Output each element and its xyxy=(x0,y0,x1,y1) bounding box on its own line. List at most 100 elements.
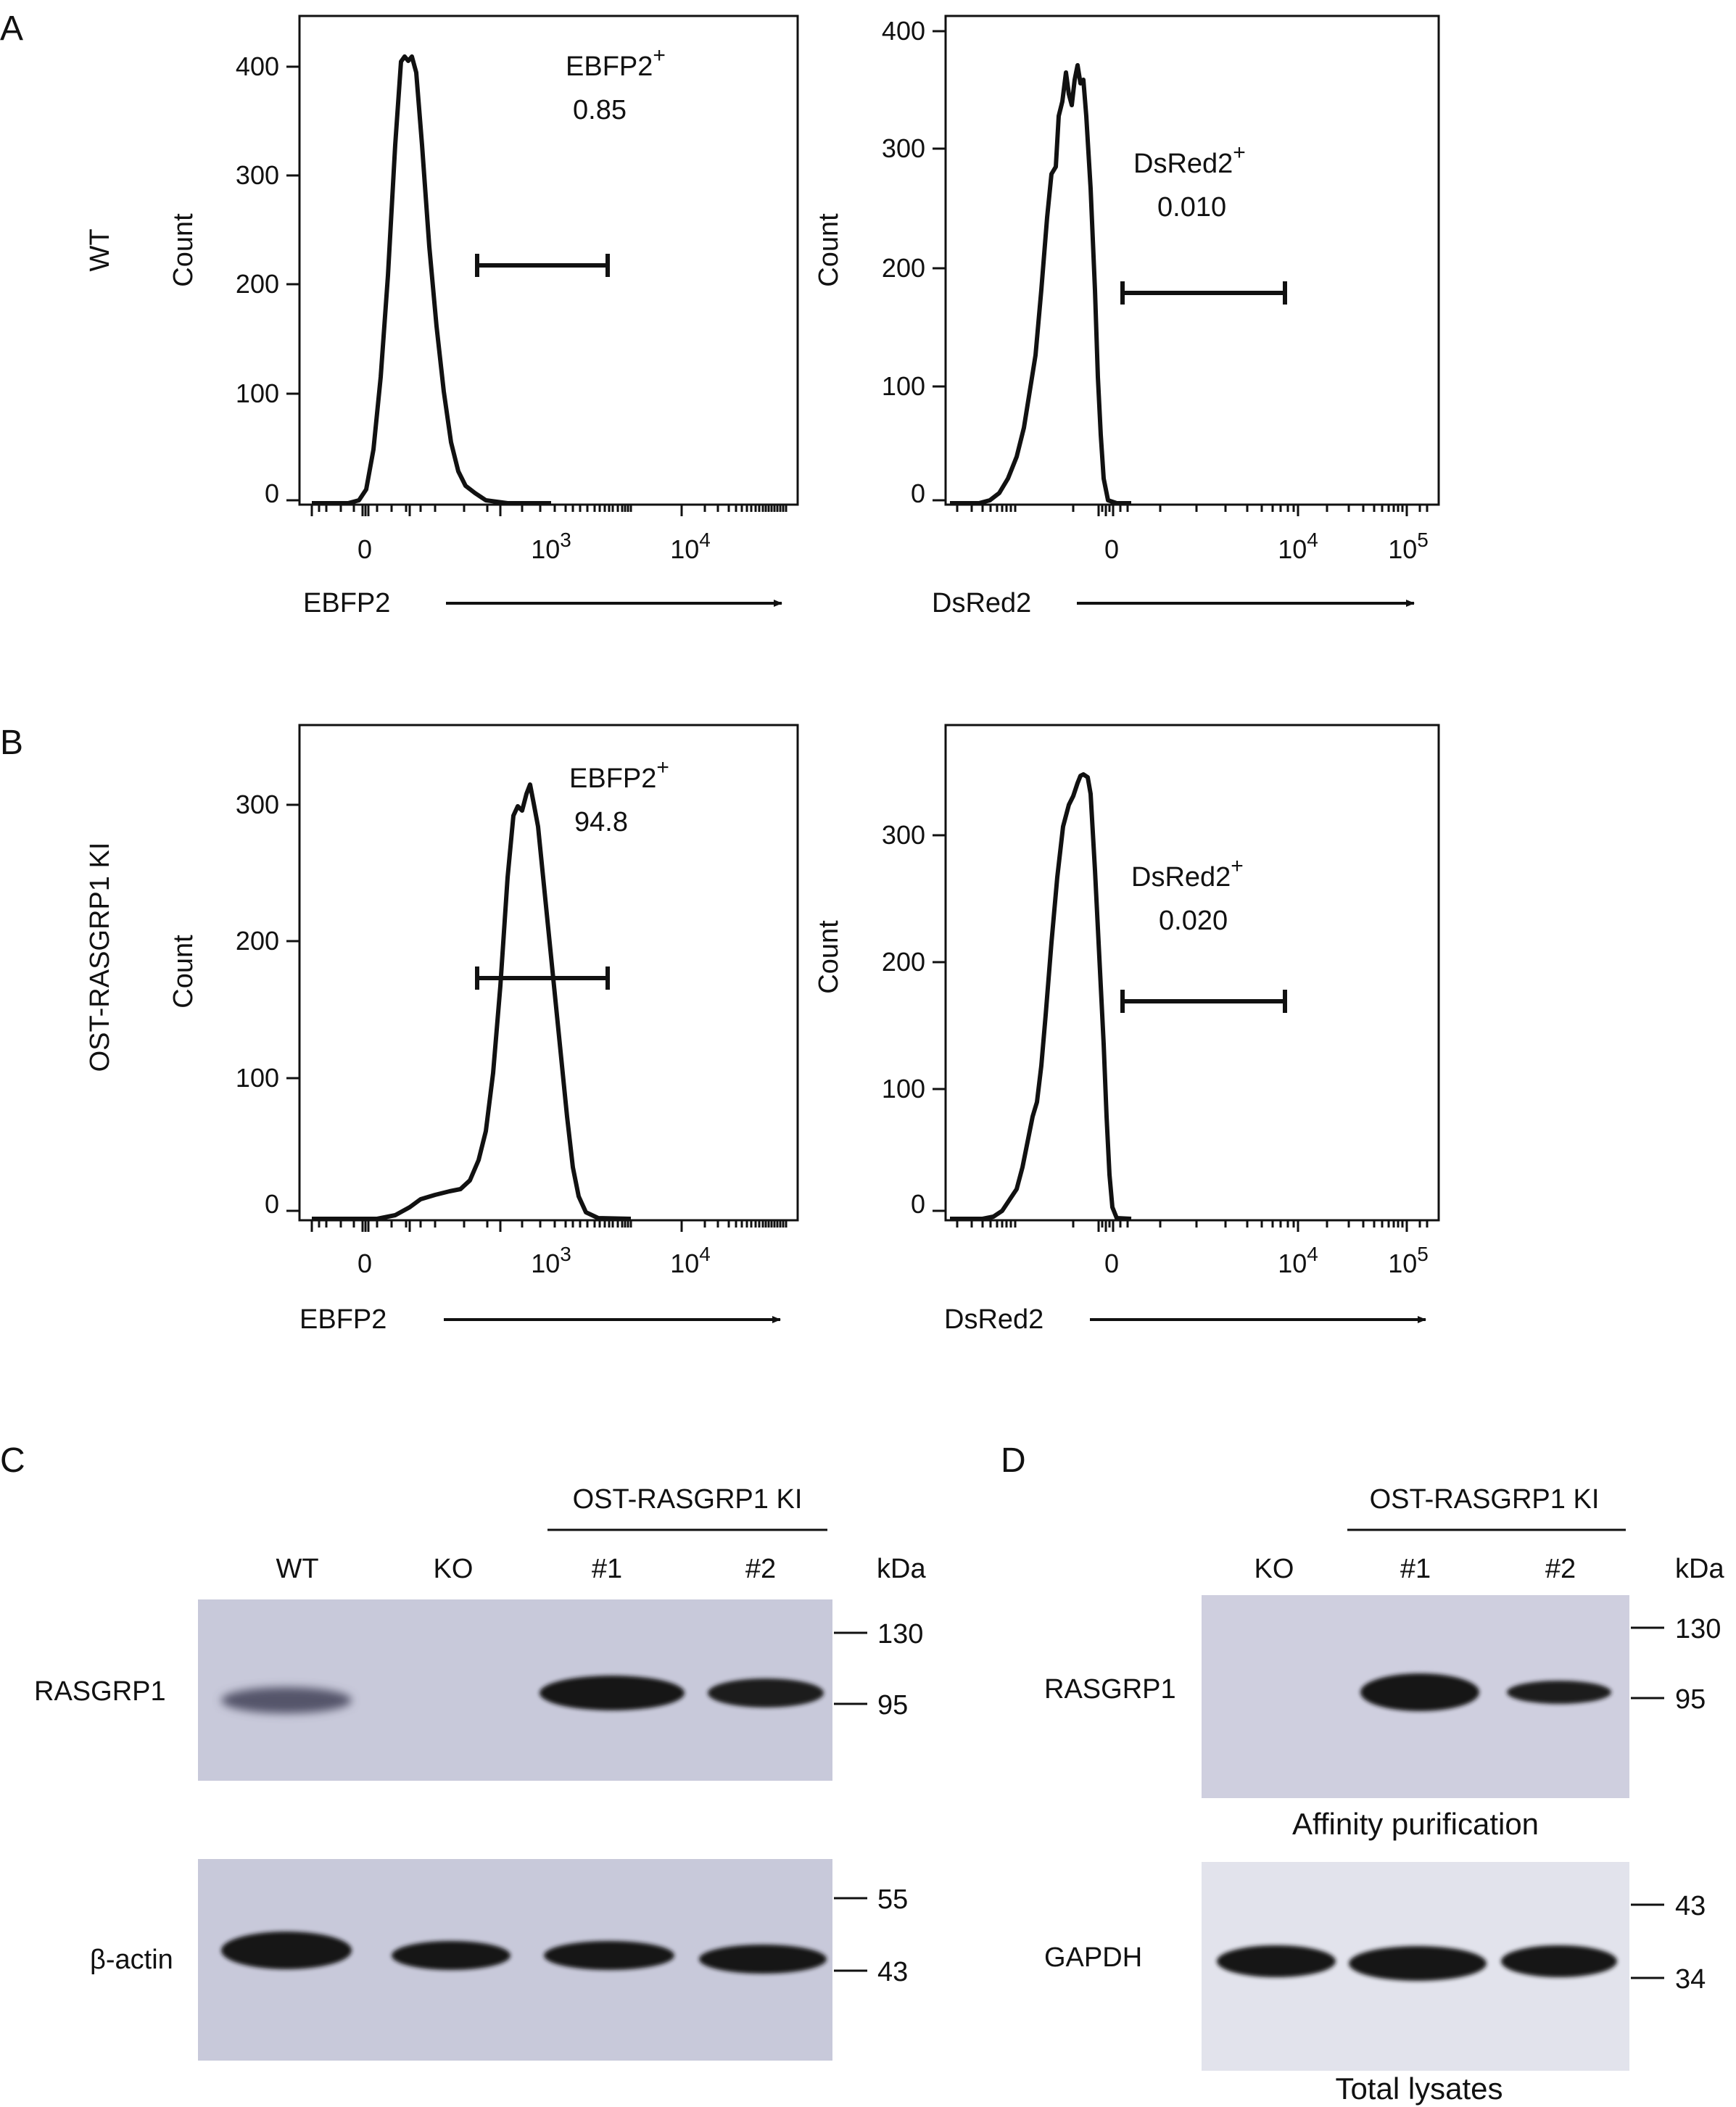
gate-name: DsRed2+ xyxy=(1133,141,1246,179)
lane-label: KO xyxy=(434,1554,474,1584)
membrane-caption: Total lysates xyxy=(1335,2071,1503,2106)
band-ki-1 xyxy=(540,1676,685,1710)
lane-label: #1 xyxy=(592,1554,622,1584)
gate-name: EBFP2+ xyxy=(566,44,666,82)
y-axis-title: Count xyxy=(814,213,844,287)
protein-label: GAPDH xyxy=(1044,1942,1142,1973)
y-axis-ticks: 400 300 200 100 0 xyxy=(882,16,946,508)
band-ki-2 xyxy=(699,1945,827,1974)
group-label: OST-RASGRP1 KI xyxy=(1370,1484,1600,1515)
y-tick-label: 0 xyxy=(265,1189,279,1219)
group-label: OST-RASGRP1 KI xyxy=(573,1484,803,1515)
x-tick-label-zero: 0 xyxy=(357,1249,372,1278)
band-ki-2 xyxy=(708,1678,824,1707)
y-axis-ticks: 300 200 100 0 xyxy=(882,820,946,1219)
membrane-caption: Affinity purification xyxy=(1292,1807,1539,1841)
x-axis-title: EBFP2 xyxy=(303,588,390,618)
band-wt xyxy=(221,1687,352,1713)
y-axis-title: Count xyxy=(168,935,199,1009)
y-axis-ticks: 400 300 200 100 0 xyxy=(236,51,299,508)
lane-label: #2 xyxy=(1545,1554,1576,1584)
y-tick-label: 0 xyxy=(911,479,925,508)
band-ki-1 xyxy=(544,1941,674,1970)
histogram-trace xyxy=(950,772,1132,1221)
plot-frame xyxy=(944,724,1440,1222)
y-tick-label: 300 xyxy=(882,820,925,850)
flow-plot-wt-ebfp2: Count 400 300 200 100 0 xyxy=(168,15,799,618)
plot-frame xyxy=(944,15,1440,506)
band-ko xyxy=(392,1941,511,1970)
y-axis-ticks: 300 200 100 0 xyxy=(236,790,299,1219)
x-tick-label: 104 xyxy=(1278,1243,1318,1278)
x-axis-title: DsRed2 xyxy=(944,1304,1043,1335)
marker-label: 95 xyxy=(877,1690,908,1721)
x-tick-label-zero: 0 xyxy=(357,534,372,564)
y-tick-label: 0 xyxy=(911,1189,925,1219)
gate-percentage: 94.8 xyxy=(574,807,628,837)
marker-label: 43 xyxy=(1675,1891,1706,1921)
y-tick-label: 200 xyxy=(236,269,279,299)
y-axis-title: Count xyxy=(168,213,199,287)
panel-label-c: C xyxy=(0,1441,25,1480)
y-tick-label: 0 xyxy=(265,479,279,508)
x-axis-ticks xyxy=(309,1219,790,1232)
gate-name: EBFP2+ xyxy=(569,756,669,794)
y-tick-label: 200 xyxy=(882,253,925,283)
y-axis-title: Count xyxy=(814,920,844,994)
x-axis-ticks xyxy=(309,503,790,516)
panel-label-d: D xyxy=(1001,1441,1026,1480)
x-tick-label: 104 xyxy=(1278,529,1318,564)
y-tick-label: 100 xyxy=(882,1074,925,1104)
lane-label: #2 xyxy=(745,1554,776,1584)
band-ko xyxy=(1217,1945,1336,1977)
x-tick-label: 103 xyxy=(531,529,571,564)
band-ki-2 xyxy=(1501,1945,1617,1977)
y-tick-label: 300 xyxy=(236,790,279,819)
histogram-trace xyxy=(312,782,632,1221)
gate-name: DsRed2+ xyxy=(1131,854,1244,893)
marker-label: 55 xyxy=(877,1884,908,1915)
kda-label: kDa xyxy=(1675,1554,1724,1584)
x-tick-label-zero: 0 xyxy=(1104,534,1119,564)
histogram-trace xyxy=(950,63,1131,505)
histogram-trace xyxy=(312,54,551,505)
flow-plot-ki-dsred2: Count 300 200 100 0 0 xyxy=(814,724,1440,1335)
protein-label: β-actin xyxy=(90,1945,173,1975)
y-tick-label: 200 xyxy=(236,926,279,956)
gate-bar xyxy=(1120,281,1287,305)
lane-label: #1 xyxy=(1400,1554,1431,1584)
gate-bar xyxy=(475,966,610,990)
marker-label: 43 xyxy=(877,1957,908,1987)
band-ki-1 xyxy=(1360,1673,1479,1711)
x-tick-label: 103 xyxy=(531,1243,571,1278)
gate-percentage: 0.010 xyxy=(1157,192,1226,223)
y-tick-label: 300 xyxy=(236,160,279,190)
x-tick-label: 105 xyxy=(1388,529,1429,564)
marker-label: 130 xyxy=(877,1619,923,1649)
x-axis-ticks xyxy=(950,503,1432,516)
x-tick-label-zero: 0 xyxy=(1104,1249,1119,1278)
y-tick-label: 300 xyxy=(882,133,925,163)
x-tick-label: 104 xyxy=(670,1243,711,1278)
y-tick-label: 100 xyxy=(882,371,925,401)
lane-label: KO xyxy=(1255,1554,1294,1584)
row-label-ost-ki: OST-RASGRP1 KI xyxy=(85,843,115,1072)
band-ki-2 xyxy=(1507,1681,1611,1704)
x-tick-label: 105 xyxy=(1388,1243,1429,1278)
flow-plot-ki-ebfp2: Count 300 200 100 0 xyxy=(168,724,799,1335)
gate-bar xyxy=(1120,990,1287,1013)
western-blot-d: OST-RASGRP1 KI KO #1 #2 kDa RASGRP1 130 … xyxy=(1044,1484,1724,2106)
flow-plot-wt-dsred2: Count 400 300 200 100 0 xyxy=(814,15,1440,618)
protein-label: RASGRP1 xyxy=(1044,1674,1176,1705)
plot-frame xyxy=(298,724,799,1222)
gate-bar xyxy=(475,254,610,277)
y-tick-label: 200 xyxy=(882,947,925,977)
protein-label: RASGRP1 xyxy=(34,1676,166,1707)
panel-label-a: A xyxy=(0,9,23,48)
marker-label: 95 xyxy=(1675,1684,1706,1715)
band-wt xyxy=(221,1932,352,1969)
band-ki-1 xyxy=(1349,1946,1487,1981)
x-axis-ticks xyxy=(950,1219,1432,1232)
y-tick-label: 400 xyxy=(236,51,279,81)
